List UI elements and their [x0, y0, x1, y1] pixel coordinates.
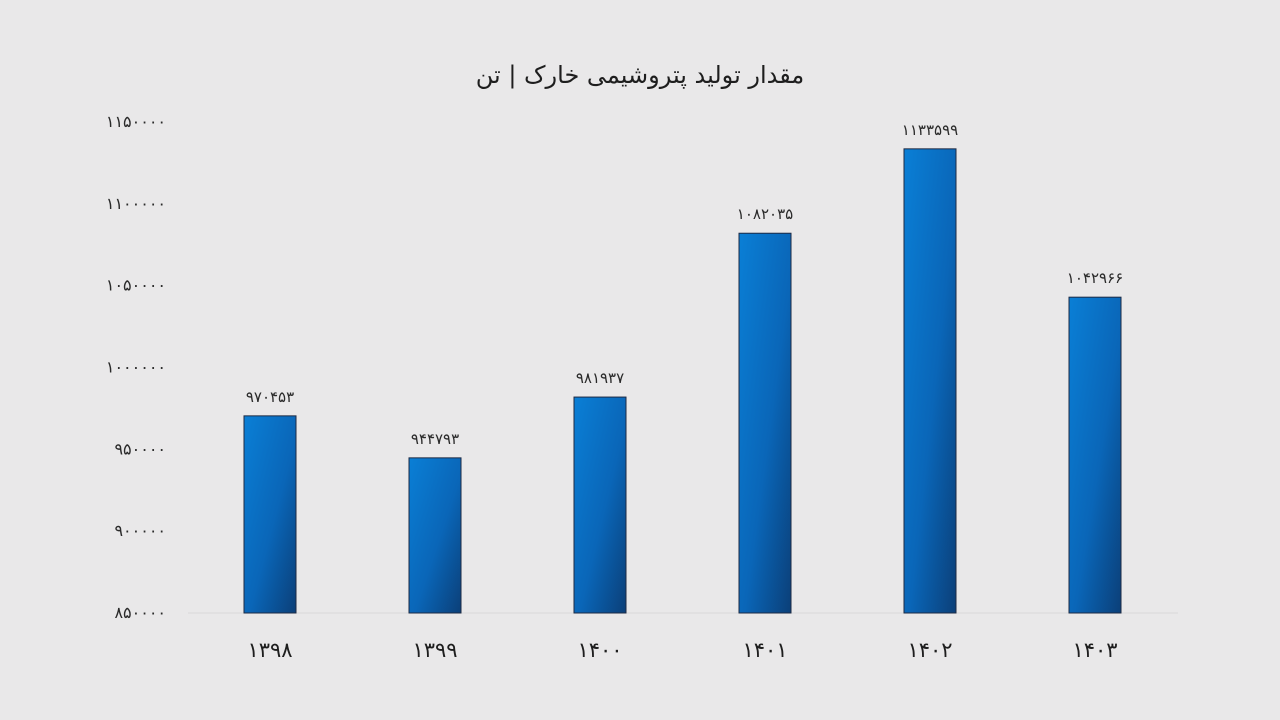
chart-title: مقدار تولید پتروشیمی خارک | تن — [476, 61, 804, 89]
y-tick-label: ۸۵۰۰۰۰ — [114, 603, 166, 622]
x-tick-label: ۱۳۹۸ — [247, 638, 292, 662]
y-tick-label: ۱۰۵۰۰۰۰ — [106, 276, 166, 295]
bars-group — [243, 148, 1122, 614]
bar-value-label: ۹۷۰۴۵۳ — [246, 388, 294, 406]
x-tick-label: ۱۴۰۲ — [907, 638, 952, 662]
x-tick-label: ۱۴۰۰ — [577, 638, 622, 662]
y-tick-label: ۹۵۰۰۰۰ — [114, 439, 166, 458]
x-tick-label: ۱۳۹۹ — [412, 638, 457, 662]
y-tick-label: ۱۰۰۰۰۰۰ — [106, 358, 166, 377]
bar-value-label: ۱۰۴۲۹۶۶ — [1067, 269, 1123, 287]
y-tick-label: ۱۱۰۰۰۰۰ — [106, 194, 166, 213]
bar — [408, 457, 462, 614]
x-axis-labels: ۱۳۹۸ ۱۳۹۹ ۱۴۰۰ ۱۴۰۱ ۱۴۰۲ ۱۴۰۳ — [247, 638, 1117, 662]
bar — [1068, 296, 1122, 614]
y-tick-label: ۱۱۵۰۰۰۰ — [106, 112, 166, 131]
x-tick-label: ۱۴۰۱ — [742, 638, 787, 662]
bar-value-label: ۱۰۸۲۰۳۵ — [737, 205, 793, 223]
bar — [738, 232, 792, 614]
bar — [573, 396, 627, 614]
bar-value-label: ۹۴۴۷۹۳ — [411, 430, 459, 448]
bar-value-label: ۹۸۱۹۳۷ — [576, 369, 624, 387]
bar — [903, 148, 957, 614]
data-labels-group: ۹۷۰۴۵۳ ۹۴۴۷۹۳ ۹۸۱۹۳۷ ۱۰۸۲۰۳۵ ۱۱۳۳۵۹۹ ۱۰۴۲۹۶۶ — [246, 121, 1123, 448]
bar-value-label: ۱۱۳۳۵۹۹ — [902, 121, 958, 139]
y-tick-label: ۹۰۰۰۰۰ — [114, 521, 166, 540]
bar — [243, 415, 297, 614]
y-axis-ticks: ۸۵۰۰۰۰ ۹۰۰۰۰۰ ۹۵۰۰۰۰ ۱۰۰۰۰۰۰ ۱۰۵۰۰۰۰ ۱۱۰۰۰۰۰ ۱… — [106, 112, 166, 622]
x-tick-label: ۱۴۰۳ — [1072, 638, 1117, 662]
